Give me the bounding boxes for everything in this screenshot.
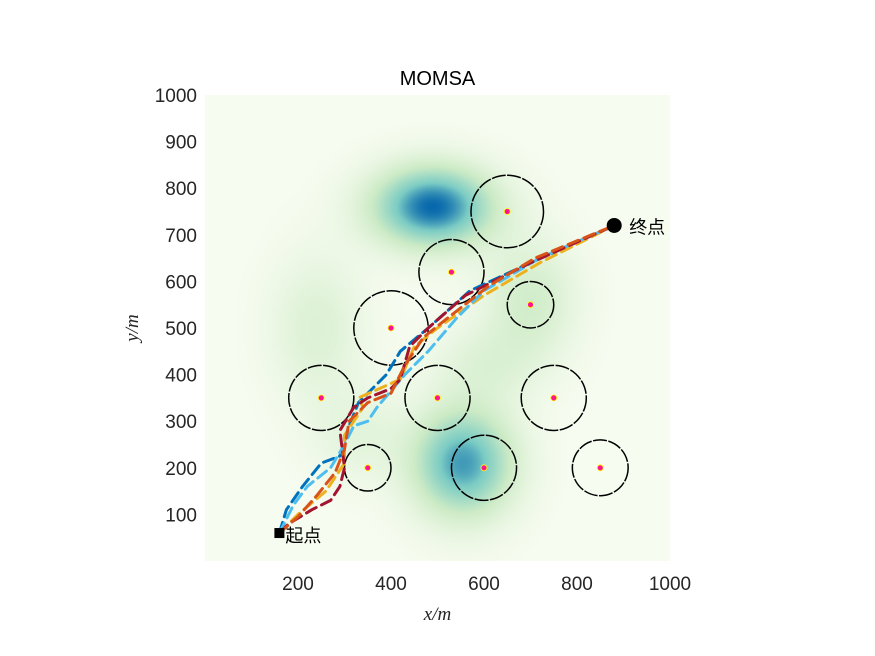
path-series-4 xyxy=(277,224,616,535)
obstacle-center xyxy=(596,464,604,472)
obstacle-center xyxy=(550,394,558,402)
paths xyxy=(277,224,616,535)
obstacle-center xyxy=(527,301,534,309)
plot-area xyxy=(205,95,670,561)
x-axis-ticks: 200 400 600 800 1000 xyxy=(282,574,691,595)
y-tick-label: 400 xyxy=(165,366,197,387)
y-tick-label: 600 xyxy=(165,272,197,293)
y-axis-label: y/m xyxy=(122,314,143,343)
y-tick-label: 800 xyxy=(165,179,197,200)
obstacle-center xyxy=(364,464,372,472)
y-tick-label: 300 xyxy=(165,412,197,433)
y-tick-label: 500 xyxy=(165,319,197,340)
start-marker xyxy=(274,528,285,539)
goal-label: 终点 xyxy=(629,217,665,238)
y-tick-label: 700 xyxy=(165,226,197,247)
obstacle-circle xyxy=(506,280,555,329)
y-tick-label: 1000 xyxy=(155,86,197,107)
path-series-3 xyxy=(277,224,616,535)
x-tick-label: 800 xyxy=(561,574,593,595)
y-tick-label: 900 xyxy=(165,133,197,154)
path-series-5 xyxy=(277,224,616,535)
obstacle-circle xyxy=(404,364,471,432)
obstacle-circle xyxy=(571,439,629,497)
x-axis-label: x/m xyxy=(423,604,451,625)
obstacle-center xyxy=(434,394,441,402)
start-label: 起点 xyxy=(285,526,321,547)
x-tick-label: 400 xyxy=(375,574,407,595)
x-tick-label: 200 xyxy=(282,574,314,595)
obstacle-center xyxy=(448,268,455,276)
y-tick-label: 100 xyxy=(165,505,197,526)
path-series-1 xyxy=(277,224,616,535)
obstacle-circle xyxy=(418,238,485,306)
goal-marker xyxy=(606,217,622,233)
obstacle-center xyxy=(317,394,325,402)
obstacle-circle xyxy=(520,364,588,432)
obstacle-circle xyxy=(450,434,518,502)
obstacle-center xyxy=(387,324,395,332)
x-tick-label: 1000 xyxy=(649,574,691,595)
y-axis-ticks: 100 200 300 400 500 600 700 800 900 1000 xyxy=(155,86,197,526)
obstacle-center xyxy=(480,464,488,472)
obstacle-center xyxy=(503,208,511,215)
path-series-2 xyxy=(277,224,616,535)
chart-title: MOMSA xyxy=(400,68,476,90)
obstacle-circle xyxy=(287,364,355,432)
x-tick-label: 600 xyxy=(468,574,500,595)
y-tick-label: 200 xyxy=(165,459,197,480)
obstacle-circle xyxy=(470,174,545,249)
